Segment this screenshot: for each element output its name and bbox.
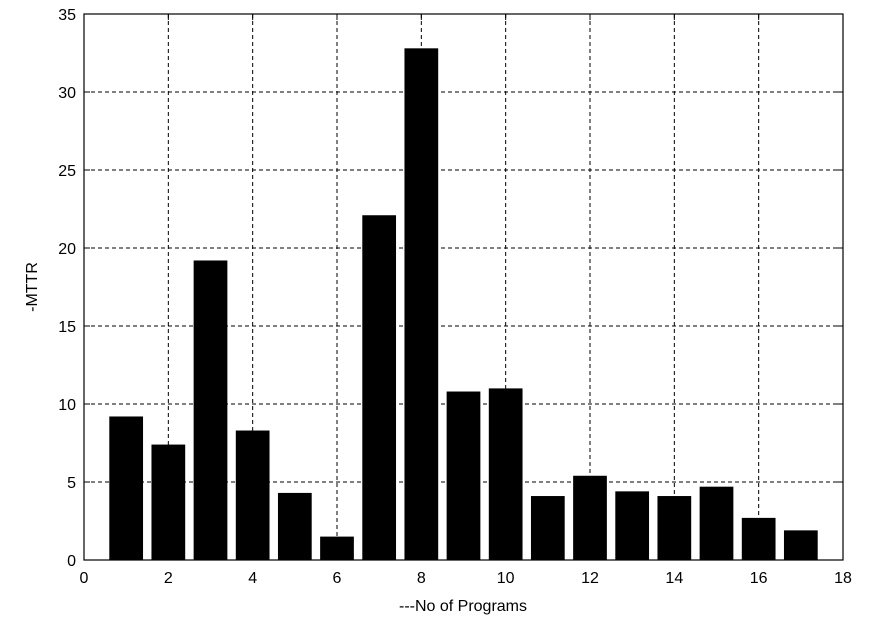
y-axis-label: -MTTR <box>24 262 41 312</box>
x-tick-label: 4 <box>248 570 257 587</box>
axis-ticks: 0 2 4 6 8 10 12 14 16 18 0 5 10 15 20 25 30 35 <box>58 7 852 587</box>
y-tick-label: 25 <box>58 163 76 180</box>
bar <box>235 430 270 560</box>
bar <box>446 391 481 560</box>
bar <box>741 517 776 560</box>
x-tick-label: 8 <box>417 570 426 587</box>
y-tick-label: 15 <box>58 319 76 336</box>
bar <box>657 496 692 560</box>
bar <box>530 496 565 560</box>
bar-series <box>109 48 818 561</box>
y-tick-label: 10 <box>58 397 76 414</box>
bar <box>151 444 186 560</box>
x-tick-label: 16 <box>750 570 768 587</box>
bar <box>109 416 144 560</box>
x-tick-label: 0 <box>80 570 89 587</box>
x-tick-label: 18 <box>834 570 852 587</box>
y-tick-label: 30 <box>58 85 76 102</box>
x-tick-label: 10 <box>497 570 515 587</box>
bar <box>573 475 607 560</box>
x-axis-label: ---No of Programs <box>399 598 527 615</box>
x-tick-label: 6 <box>333 570 342 587</box>
bar <box>277 492 312 560</box>
y-tick-label: 5 <box>67 475 76 492</box>
x-tick-label: 14 <box>665 570 683 587</box>
plot-frame <box>83 13 844 561</box>
bar <box>615 491 650 560</box>
bar <box>783 530 818 560</box>
bar <box>362 215 397 561</box>
bar <box>320 536 354 560</box>
y-tick-label: 35 <box>58 7 76 24</box>
bar <box>699 486 734 560</box>
bar <box>404 48 439 560</box>
x-tick-label: 2 <box>164 570 173 587</box>
y-tick-label: 0 <box>67 553 76 570</box>
x-tick-label: 12 <box>581 570 599 587</box>
y-tick-label: 20 <box>58 241 76 258</box>
bar <box>488 388 523 560</box>
bar <box>193 260 228 560</box>
